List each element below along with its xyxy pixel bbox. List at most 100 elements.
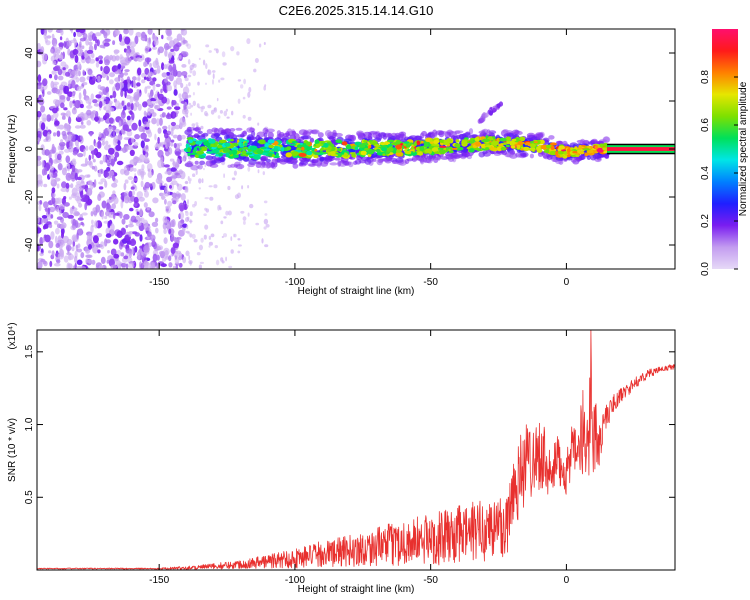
heat-cell xyxy=(180,82,184,88)
heat-cell xyxy=(59,224,66,229)
heat-cell xyxy=(455,146,464,151)
heat-cell xyxy=(165,76,171,80)
heat-cell xyxy=(61,115,66,120)
heat-cell xyxy=(101,211,104,220)
heat-cell xyxy=(56,183,60,189)
heat-cell xyxy=(136,89,140,93)
heat-cell xyxy=(98,168,102,178)
heat-cell xyxy=(263,218,269,225)
heat-cell xyxy=(70,173,76,182)
heat-cell xyxy=(54,235,58,244)
heat-cell xyxy=(58,204,65,210)
heat-cell xyxy=(486,129,491,137)
heat-cell xyxy=(52,60,57,65)
heat-cell xyxy=(188,255,191,261)
heat-cell xyxy=(90,93,95,100)
heat-cell xyxy=(520,151,529,158)
heat-cell xyxy=(185,250,190,257)
spectrogram-x-label: Height of straight line (km) xyxy=(298,286,415,297)
heat-cell xyxy=(91,154,95,160)
heat-cell xyxy=(247,116,252,121)
heat-cell xyxy=(226,116,230,119)
heat-cell xyxy=(557,151,565,155)
heat-cell xyxy=(184,189,189,193)
heat-cell xyxy=(118,33,123,43)
heat-cell xyxy=(327,146,332,150)
heat-cell xyxy=(163,64,168,70)
heat-cell xyxy=(46,91,52,95)
heat-cell xyxy=(197,164,203,170)
heat-cell xyxy=(65,71,71,77)
heat-cell xyxy=(71,133,76,142)
colorbar-label: Normalized spectral amplitude xyxy=(738,81,749,216)
heat-cell xyxy=(223,173,225,178)
heat-cell xyxy=(74,125,81,129)
heat-cell xyxy=(117,63,122,70)
heat-cell xyxy=(172,63,177,72)
heat-cell xyxy=(577,149,581,154)
heat-cell xyxy=(78,92,82,100)
x-tick-label: 0 xyxy=(564,277,570,288)
heat-cell xyxy=(395,151,403,157)
heat-cell xyxy=(195,169,198,176)
heat-cell xyxy=(116,230,123,238)
heat-cell xyxy=(285,131,290,137)
heat-cell xyxy=(213,133,221,137)
heat-cell xyxy=(259,164,266,169)
heat-cell xyxy=(111,203,116,210)
heat-cell xyxy=(120,110,126,119)
heat-cell xyxy=(185,143,190,149)
heat-cell xyxy=(114,151,120,158)
heat-cell xyxy=(147,171,153,178)
heat-cell xyxy=(194,126,201,133)
heat-cell xyxy=(485,147,490,151)
heat-cell xyxy=(221,51,226,58)
heat-cell xyxy=(270,162,276,168)
heat-cell xyxy=(230,236,233,242)
heat-cell xyxy=(175,263,178,269)
heat-cell xyxy=(140,140,145,149)
heat-cell xyxy=(237,250,241,254)
heat-cell xyxy=(220,220,224,225)
heat-cell xyxy=(131,180,135,185)
heat-cell xyxy=(154,94,158,100)
heat-cell xyxy=(164,198,167,205)
heat-cell xyxy=(67,163,71,172)
heat-cell xyxy=(134,35,139,45)
heat-cell xyxy=(136,82,141,87)
heat-cell xyxy=(48,74,53,79)
heat-cell xyxy=(201,178,204,184)
heat-cell xyxy=(113,238,119,245)
heat-cell xyxy=(90,52,95,59)
heat-cell xyxy=(144,126,150,130)
heat-cell xyxy=(242,96,246,100)
heat-cell xyxy=(236,51,240,56)
heat-cell xyxy=(120,168,125,175)
heat-cell xyxy=(79,37,86,42)
heat-cell xyxy=(37,263,40,269)
heat-cell xyxy=(62,67,66,71)
heat-cell xyxy=(129,110,133,115)
heat-cell xyxy=(179,211,185,220)
heat-cell xyxy=(424,148,432,154)
heat-cell xyxy=(217,115,221,119)
heat-cell xyxy=(134,134,141,140)
heat-cell xyxy=(285,152,293,158)
heat-cell xyxy=(91,75,97,81)
heat-cell xyxy=(64,148,70,153)
heat-cell xyxy=(157,149,164,158)
heat-cell xyxy=(88,154,92,161)
heat-cell xyxy=(558,145,565,150)
heat-cell xyxy=(170,48,175,53)
snr-x-label: Height of straight line (km) xyxy=(298,584,415,595)
heat-cell xyxy=(230,149,238,155)
heat-cell xyxy=(95,61,100,68)
heat-cell xyxy=(204,111,208,116)
heat-cell xyxy=(247,185,250,189)
heat-cell xyxy=(51,187,56,194)
heat-cell xyxy=(106,198,113,204)
heat-cell xyxy=(46,35,52,39)
heat-cell xyxy=(213,148,219,154)
heat-cell xyxy=(171,232,174,237)
heat-cell xyxy=(122,124,130,131)
